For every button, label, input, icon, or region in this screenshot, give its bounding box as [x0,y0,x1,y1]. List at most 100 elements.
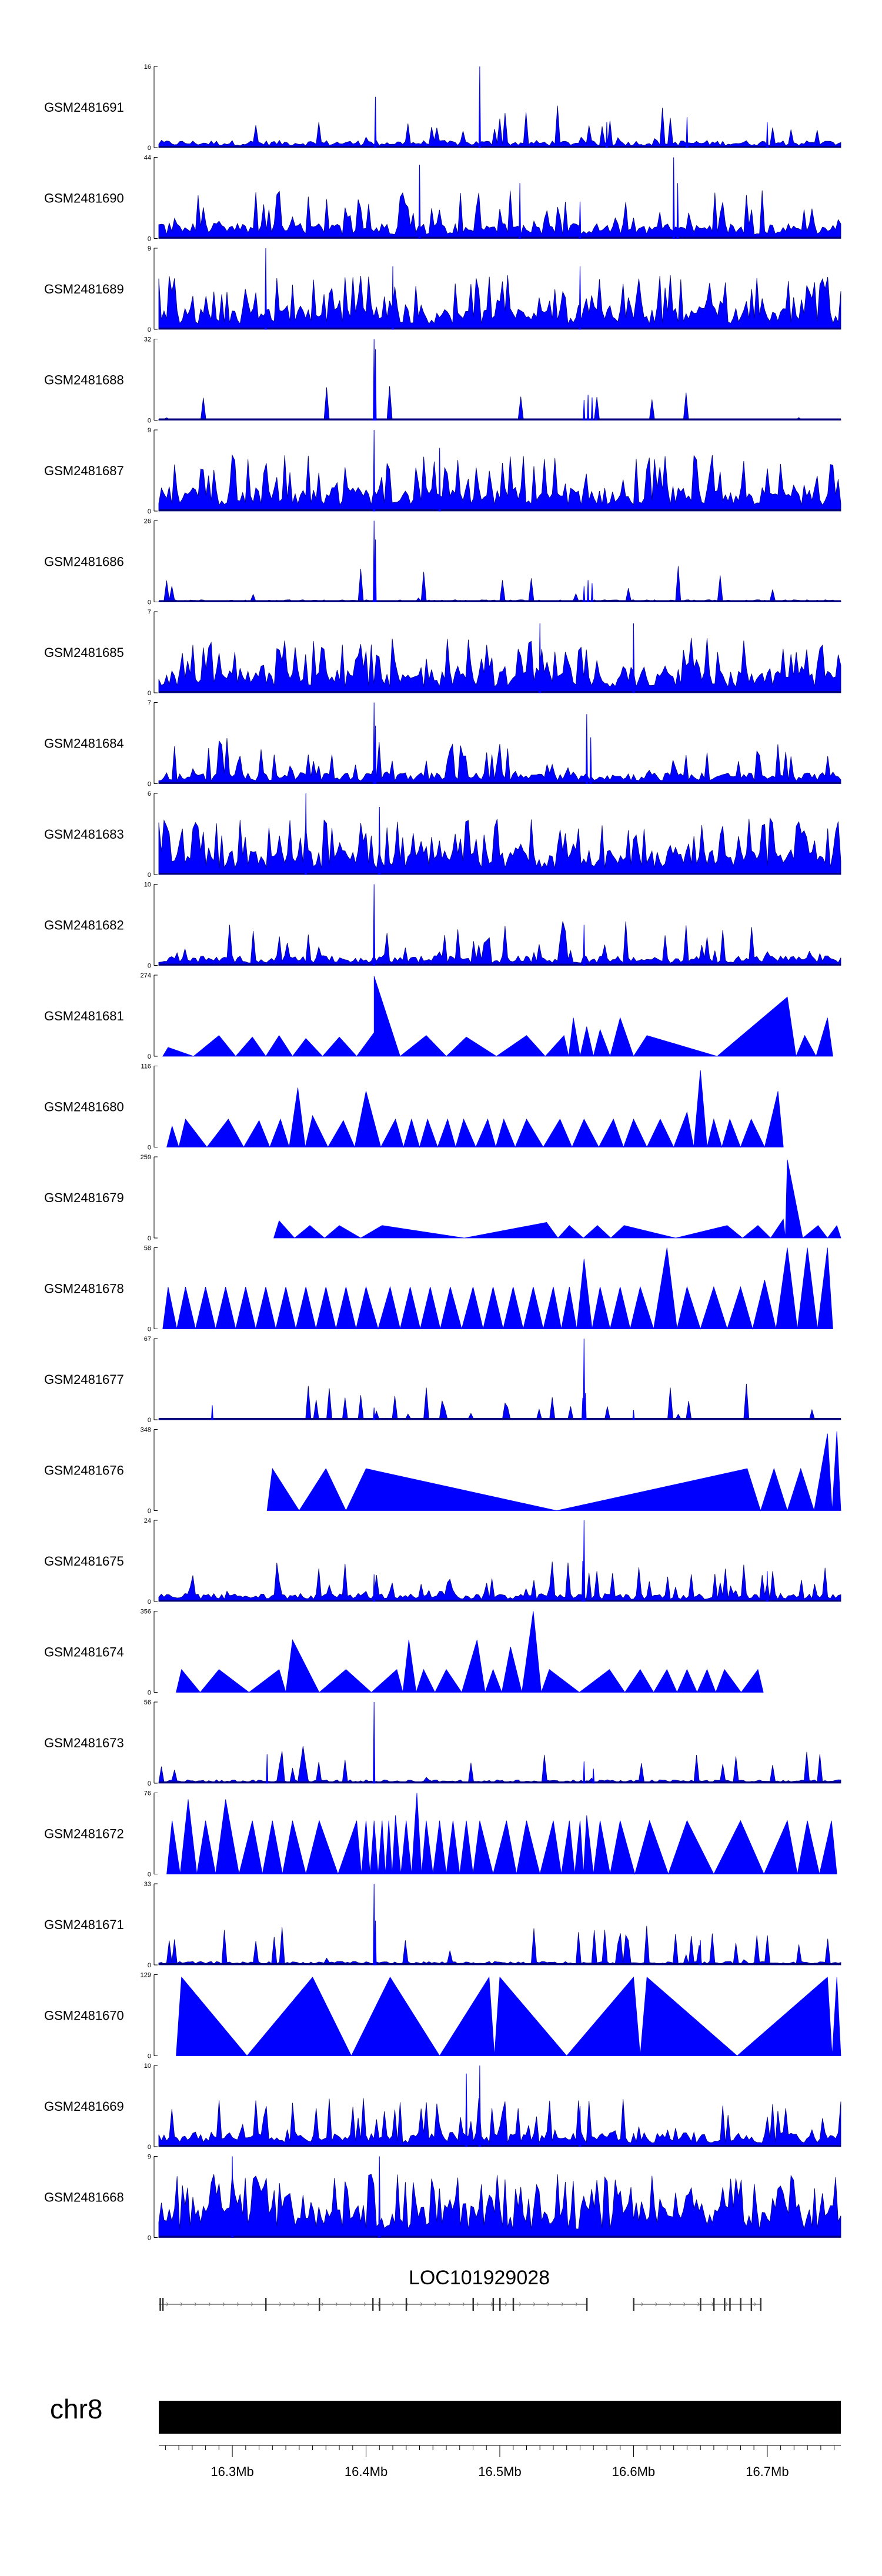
strand-arrow [697,2302,700,2307]
signal-spike [465,2073,468,2147]
signal-area [158,190,841,239]
track-GSM2481677: GSM2481677 67 0 [44,1336,841,1424]
signal-spike [581,1397,584,1420]
strand-arrow [363,2302,366,2307]
signal-spike [584,1393,587,1420]
strand-arrow [547,2302,550,2307]
signal-area [273,1159,841,1239]
track-GSM2481679: GSM2481679 259 0 [44,1154,841,1242]
strand-arrow [683,2302,686,2307]
strand-arrow [434,2302,437,2307]
strand-arrow [655,2302,658,2307]
track-name-label: GSM2481684 [44,736,124,751]
signal-baseline [159,328,841,329]
track-GSM2481684: GSM2481684 7 0 [44,700,841,788]
signal-spike [579,266,582,330]
axis-tick-label: 16.5Mb [478,2464,521,2479]
gene-exon [740,2298,741,2311]
y-max-label: 10 [144,882,151,889]
y-max-label: 26 [144,518,151,525]
track-name-label: GSM2481688 [44,373,124,388]
y-max-label: 67 [144,1336,151,1343]
track-GSM2481668: GSM2481668 9 0 [44,2154,841,2242]
signal-spike [699,1940,702,1966]
signal-spike [374,1920,377,1966]
gene-exon [633,2298,634,2311]
track-name-label: GSM2481668 [44,2190,124,2205]
signal-spike [266,1754,269,1784]
signal-area [166,1070,784,1148]
track-GSM2481691: GSM2481691 16 0 [44,64,841,152]
signal-spike [583,1338,586,1420]
y-min-label: 0 [148,508,151,515]
signal-area [158,2098,841,2147]
signal-spike [587,580,590,602]
signal-spike [579,2105,582,2147]
signal-spike [438,448,441,512]
track-name-label: GSM2481672 [44,1827,124,1841]
track-name-label: GSM2481680 [44,1100,124,1115]
signal-area [158,386,841,421]
track-GSM2481670: GSM2481670 129 0 [44,1972,841,2060]
signal-baseline [159,782,841,784]
signal-spike [582,1560,584,1602]
signal-spike [374,539,377,602]
signal-spike [374,725,377,784]
track-name-label: GSM2481669 [44,2099,124,2114]
track-name-label: GSM2481687 [44,463,124,478]
signal-area [158,817,841,875]
signal-tracks: GSM2481691160GSM2481690440GSM248168990GS… [44,64,841,2242]
track-GSM2481681: GSM2481681 274 0 [44,972,833,1060]
signal-baseline [159,1418,841,1420]
signal-area [158,105,841,148]
signal-spike [589,737,592,784]
signal-area [158,638,841,693]
strand-arrow [250,2302,253,2307]
signal-spike [686,117,689,148]
signal-area [158,454,841,512]
signal-spike [672,157,675,239]
signal-area [158,921,841,966]
signal-spike [590,583,593,602]
y-min-label: 0 [148,1053,151,1060]
signal-area [176,1611,764,1693]
y-max-label: 10 [144,2063,151,2070]
y-min-label: 0 [148,1235,151,1242]
track-GSM2481678: GSM2481678 58 0 [44,1245,833,1333]
axis-tick-label: 16.7Mb [746,2464,789,2479]
signal-spike [374,96,377,148]
y-min-label: 0 [148,1508,151,1515]
strand-arrow [208,2302,211,2307]
track-name-label: GSM2481677 [44,1372,124,1387]
signal-spike [592,1769,595,1784]
signal-spike [519,183,522,239]
track-name-label: GSM2481676 [44,1463,124,1478]
signal-spike [374,349,377,421]
y-max-label: 9 [148,2154,151,2161]
signal-spike [594,402,597,421]
signal-baseline [159,600,841,602]
signal-spike [305,793,308,875]
signal-spike [583,399,586,421]
y-min-label: 0 [148,326,151,333]
y-min-label: 0 [148,1417,151,1424]
track-name-label: GSM2481683 [44,827,124,842]
y-max-label: 9 [148,245,151,252]
gene-exon [472,2298,475,2311]
track-GSM2481671: GSM2481671 33 0 [44,1881,841,1969]
track-name-label: GSM2481689 [44,282,124,296]
gene-exon [372,2298,374,2311]
y-max-label: 33 [144,1881,151,1888]
signal-spike [579,201,582,239]
signal-spike [766,1571,769,1602]
y-min-label: 0 [148,418,151,425]
gene-exon [729,2298,731,2311]
gene-exon [492,2298,495,2311]
y-min-label: 0 [148,872,151,879]
signal-spike [373,1407,376,1420]
track-name-label: GSM2481679 [44,1190,124,1205]
y-min-label: 0 [148,963,151,970]
y-max-label: 44 [144,155,151,162]
gene-exon [750,2298,753,2311]
